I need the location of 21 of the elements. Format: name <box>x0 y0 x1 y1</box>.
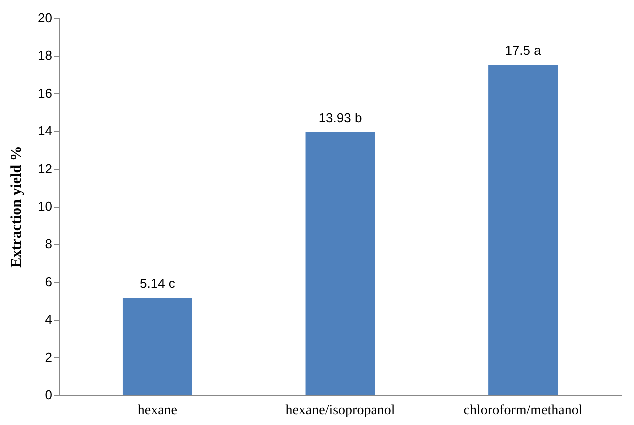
y-tick-label: 18 <box>38 48 52 64</box>
y-tick-label: 20 <box>38 10 52 26</box>
bar <box>488 65 558 395</box>
bar <box>122 298 192 395</box>
data-label: 17.5 a <box>505 43 542 58</box>
y-tick-label: 8 <box>45 236 52 252</box>
y-tick-label: 4 <box>45 312 52 328</box>
y-tick-label: 0 <box>45 388 52 402</box>
x-tick-label: hexane <box>138 404 178 418</box>
data-label: 5.14 c <box>140 276 176 292</box>
bar <box>306 132 376 395</box>
y-tick-label: 12 <box>38 161 52 176</box>
y-axis-title: Extraction yield % <box>9 146 26 268</box>
y-tick-label: 16 <box>38 86 52 101</box>
x-tick-label: chloroform/methanol <box>464 404 583 418</box>
data-label: 13.93 b <box>318 110 362 126</box>
y-tick-label: 14 <box>38 124 52 139</box>
y-tick-label: 10 <box>38 199 52 214</box>
y-tick-label: 6 <box>45 274 52 290</box>
x-tick-label: hexane/isopropanol <box>286 404 396 418</box>
y-tick-label: 2 <box>45 350 52 365</box>
